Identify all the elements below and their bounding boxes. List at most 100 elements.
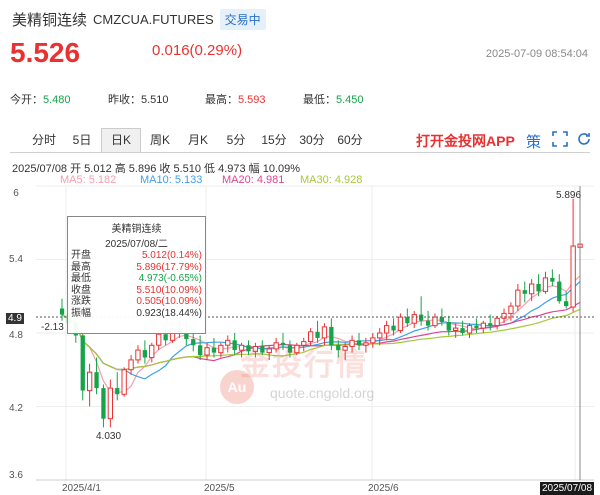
y-tick-label: 4.2 [9, 403, 23, 414]
candle-body [246, 345, 251, 352]
tooltip-row: 收盘 5.510(10.09%) [68, 285, 205, 297]
candle-body [488, 323, 493, 326]
instrument-name: 美精铜连续 [12, 11, 88, 29]
instrument-code: CMZCUA.FUTURES [93, 11, 214, 27]
candle-body [142, 350, 147, 358]
refresh-icon[interactable] [576, 131, 592, 151]
tooltip-key: 开盘 [71, 250, 91, 261]
y-tick-label: 4.8 [9, 330, 23, 341]
candle-body [425, 320, 431, 326]
high-label: 最高： [205, 94, 238, 106]
candle-body [405, 317, 410, 324]
candle-body [232, 340, 237, 351]
ma10-line [61, 281, 581, 380]
tab-60min[interactable]: 60分 [337, 133, 363, 147]
tooltip-value: 5.510(10.09%) [136, 284, 202, 296]
candle-body [238, 344, 245, 351]
candle-body [480, 322, 487, 329]
candle-body [149, 344, 155, 359]
x-tick-label: 2025/4/1 [62, 483, 101, 494]
candle-body [329, 326, 334, 346]
y-tick-label: 3.6 [9, 470, 23, 481]
candle-body [397, 316, 404, 332]
ma30-line [61, 308, 581, 371]
candle-body [218, 344, 224, 354]
candle-body [87, 371, 93, 392]
watermark-url: quote.cngold.org [270, 385, 375, 401]
open-quote: 今开：5.480 [10, 91, 71, 107]
tab-daily-k[interactable]: 日K [101, 128, 141, 152]
ma20-legend: MA20: 4.981 [222, 174, 285, 186]
open-label: 今开： [10, 94, 43, 106]
tooltip-name: 美精铜连续 [111, 224, 162, 235]
candle-body [391, 325, 396, 331]
tab-30min[interactable]: 30分 [299, 133, 325, 147]
cursor-price-label: 4.9 [6, 313, 24, 324]
tooltip-row: 振幅 0.923(18.44%) [68, 308, 205, 320]
tooltip-value: 0.923(18.44%) [136, 307, 202, 319]
tooltip-key: 涨跌 [71, 296, 91, 307]
expand-icon[interactable] [552, 131, 568, 151]
candle-body [466, 325, 473, 334]
y-tick-label: 5.4 [9, 254, 23, 265]
cursor-pct-label: -2.13 [41, 322, 64, 333]
x-tick-label: 2025/6 [368, 483, 399, 494]
candle-body [321, 326, 328, 339]
tooltip-row: 最高 5.896(17.79%) [68, 262, 205, 274]
bar-info: 2025/07/08 开 5.012 高 5.896 收 5.510 低 4.9… [12, 163, 301, 175]
candle-body [384, 325, 390, 334]
ma30-legend: MA30: 4.928 [300, 174, 363, 186]
trading-status-badge: 交易中 [219, 8, 266, 30]
tab-timeshare[interactable]: 分时 [31, 133, 56, 147]
tooltip-key: 最高 [71, 261, 91, 273]
period-tabs: 分时 5日 日K 周K 月K 5分 15分 30分 60分 [25, 128, 369, 152]
tooltip-date: 2025/07/08/二 [105, 239, 168, 250]
tab-weekly-k[interactable]: 周K [149, 133, 170, 147]
candle-body [163, 334, 168, 341]
strategy-icon[interactable]: 策 [526, 134, 542, 151]
candle-body [59, 308, 65, 315]
candle-body [536, 284, 541, 292]
candle-body [411, 314, 417, 324]
candle-body [460, 328, 465, 333]
high-value: 5.593 [238, 94, 266, 106]
candle-body [301, 341, 307, 346]
tab-5day[interactable]: 5日 [72, 133, 92, 147]
candle-body [432, 316, 438, 327]
candle-body [280, 342, 286, 346]
candle-body [494, 317, 500, 327]
candle-body [529, 283, 535, 295]
candle-body [198, 345, 203, 356]
candle-body [121, 369, 127, 395]
tooltip-row: 最低 4.973(-0.65%) [68, 273, 205, 285]
last-price: 5.526 [10, 37, 81, 68]
prev-close-value: 5.510 [141, 94, 169, 106]
candle-body [419, 314, 424, 321]
candle-body [266, 348, 272, 354]
ma10-legend: MA10: 5.133 [140, 174, 203, 186]
low-label: 最低： [303, 94, 336, 106]
x-cursor-label: 2025/07/08 [540, 482, 595, 495]
candle-body [356, 340, 362, 346]
low-quote: 最低：5.450 [303, 91, 364, 107]
open-app-link[interactable]: 打开金投网APP [416, 133, 515, 149]
watermark-logo: Au [220, 370, 254, 404]
quote-timestamp: 2025-07-09 08:54:04 [485, 48, 588, 60]
prev-close-quote: 昨收：5.510 [108, 91, 169, 107]
tabs-divider [10, 152, 590, 153]
ma5-legend: MA5: 5.182 [60, 174, 117, 186]
tooltip-key: 振幅 [71, 307, 91, 319]
candle-body [128, 359, 134, 371]
candle-body [315, 331, 320, 338]
tab-15min[interactable]: 15分 [261, 133, 287, 147]
tooltip-value: 5.012(0.14%) [141, 250, 202, 261]
candle-body [101, 388, 106, 419]
tab-5min[interactable]: 5分 [226, 133, 246, 147]
y-tick-label: 6 [13, 188, 19, 199]
candle-body [308, 331, 314, 343]
tooltip-value: 4.973(-0.65%) [138, 273, 202, 284]
tab-monthly-k[interactable]: 月K [187, 133, 208, 147]
tooltip-key: 收盘 [71, 284, 91, 296]
candle-body [156, 333, 162, 346]
